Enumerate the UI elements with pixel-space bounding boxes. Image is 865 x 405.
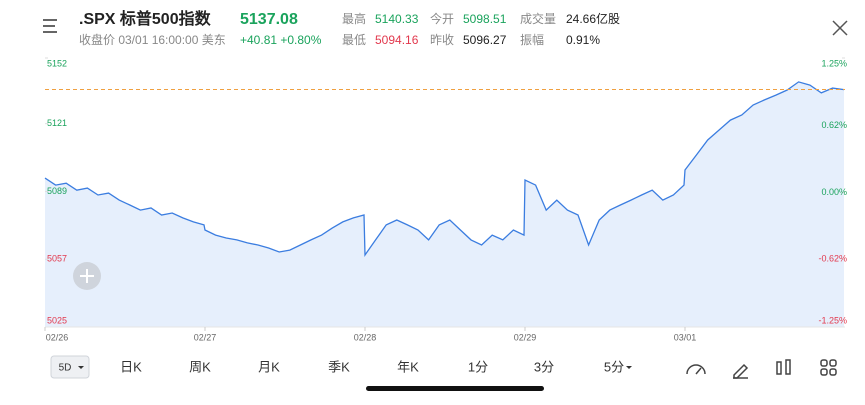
y2-tick-label: 0.62% bbox=[821, 120, 847, 130]
home-indicator bbox=[366, 386, 544, 391]
tab[interactable]: 月K bbox=[258, 359, 280, 374]
stat-value: 5098.51 bbox=[463, 12, 507, 26]
y2-tick-label: 1.25% bbox=[821, 58, 847, 68]
stat-label: 成交量 bbox=[520, 11, 556, 26]
stat-value: 24.66亿股 bbox=[566, 11, 620, 26]
stat-value: 5140.33 bbox=[375, 12, 419, 26]
tab-caret bbox=[78, 366, 84, 369]
close-icon[interactable] bbox=[832, 20, 848, 36]
x-tick-label: 02/28 bbox=[354, 332, 377, 342]
stat-label: 昨收 bbox=[430, 33, 454, 47]
tab-selected-bg[interactable] bbox=[50, 355, 90, 379]
x-tick-label: 03/01 bbox=[674, 332, 697, 342]
tab-caret bbox=[626, 366, 632, 369]
price: 5137.08 bbox=[240, 11, 298, 28]
tab[interactable]: 周K bbox=[189, 359, 211, 374]
stat-label: 最高 bbox=[342, 11, 366, 26]
stat-label: 振幅 bbox=[520, 32, 544, 47]
x-tick-label: 02/29 bbox=[514, 332, 537, 342]
tab[interactable]: 季K bbox=[328, 359, 350, 374]
tool-icons[interactable] bbox=[686, 359, 837, 379]
status: 收盘价 03/01 16:00:00 美东 bbox=[79, 32, 226, 47]
tab[interactable]: 1分 bbox=[468, 359, 488, 374]
y2-tick-label: -0.62% bbox=[818, 254, 847, 264]
y2-tick-label: 0.00% bbox=[821, 187, 847, 197]
y2-tick-label: -1.25% bbox=[818, 315, 847, 325]
x-tick-label: 02/27 bbox=[194, 332, 217, 342]
y-tick-label: 5121 bbox=[47, 118, 67, 128]
stat-value: 5094.16 bbox=[375, 33, 419, 47]
tab[interactable]: 日K bbox=[120, 359, 142, 374]
price-area bbox=[45, 81, 844, 328]
stat-value: 0.91% bbox=[566, 33, 600, 47]
stat-label: 今开 bbox=[430, 11, 454, 26]
symbol: .SPX 标普500指数 bbox=[79, 9, 212, 28]
tab[interactable]: 年K bbox=[397, 359, 419, 374]
y-tick-label: 5057 bbox=[47, 254, 67, 264]
price-line bbox=[44, 81, 845, 257]
x-tick-label: 02/26 bbox=[46, 332, 69, 342]
stat-value: 5096.27 bbox=[463, 33, 507, 47]
change: +40.81 +0.80% bbox=[240, 33, 322, 47]
tab[interactable]: 5分 bbox=[604, 359, 624, 374]
y-tick-label: 5089 bbox=[47, 186, 67, 196]
tab[interactable]: 5D bbox=[59, 363, 72, 374]
add-button[interactable] bbox=[73, 262, 101, 290]
y-tick-label: 5025 bbox=[47, 315, 67, 325]
y-tick-label: 5152 bbox=[47, 58, 67, 68]
menu-icon[interactable] bbox=[43, 19, 57, 33]
tab[interactable]: 3分 bbox=[534, 359, 554, 374]
stat-label: 最低 bbox=[342, 33, 366, 47]
